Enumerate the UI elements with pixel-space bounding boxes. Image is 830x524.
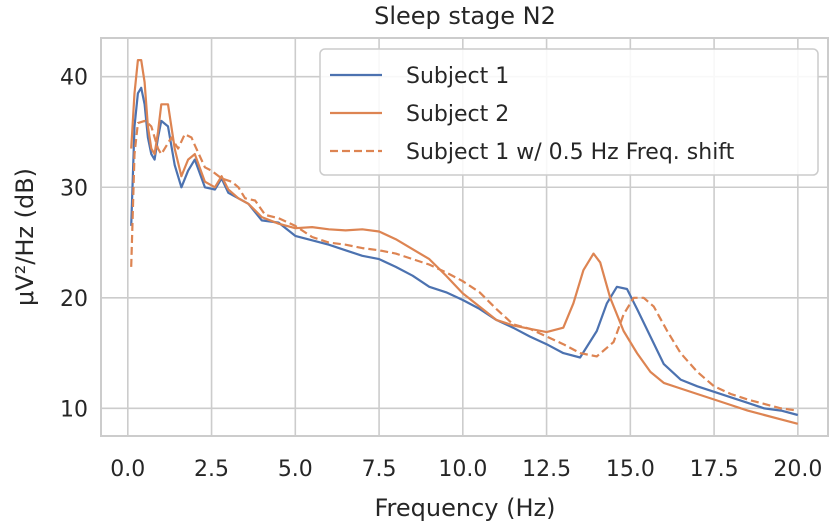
y-tick-label: 30 bbox=[60, 176, 88, 201]
legend-label-1: Subject 1 bbox=[406, 64, 509, 89]
x-tick-label: 10.0 bbox=[438, 457, 487, 482]
y-tick-labels: 10 20 30 40 bbox=[60, 66, 88, 423]
legend-label-3: Subject 1 w/ 0.5 Hz Freq. shift bbox=[406, 140, 735, 165]
x-tick-label: 12.5 bbox=[522, 457, 571, 482]
y-axis-label: μV²/Hz (dB) bbox=[11, 168, 39, 306]
x-tick-label: 20.0 bbox=[773, 457, 822, 482]
legend-box bbox=[319, 48, 819, 176]
chart-title: Sleep stage N2 bbox=[374, 2, 556, 30]
series-line-1 bbox=[130, 86, 799, 417]
series-line-3 bbox=[130, 119, 798, 412]
y-tick-label: 20 bbox=[60, 287, 88, 312]
x-tick-label: 0.0 bbox=[110, 457, 145, 482]
y-tick-label: 10 bbox=[60, 397, 88, 422]
plot-frame bbox=[100, 37, 829, 437]
series-layer bbox=[130, 59, 799, 425]
x-tick-label: 7.5 bbox=[362, 457, 397, 482]
y-tick-label: 40 bbox=[60, 66, 88, 91]
x-tick-labels: 0.0 2.5 5.0 7.5 10.0 12.5 15.0 17.5 20.0 bbox=[110, 457, 822, 482]
series-line-2 bbox=[130, 59, 799, 425]
x-tick-label: 5.0 bbox=[278, 457, 313, 482]
x-tick-label: 15.0 bbox=[606, 457, 655, 482]
x-tick-label: 2.5 bbox=[194, 457, 229, 482]
x-axis-label: Frequency (Hz) bbox=[375, 494, 556, 522]
legend: Subject 1 Subject 2 Subject 1 w/ 0.5 Hz Fr… bbox=[319, 48, 819, 176]
legend-label-2: Subject 2 bbox=[406, 102, 509, 127]
x-tick-label: 17.5 bbox=[690, 457, 739, 482]
